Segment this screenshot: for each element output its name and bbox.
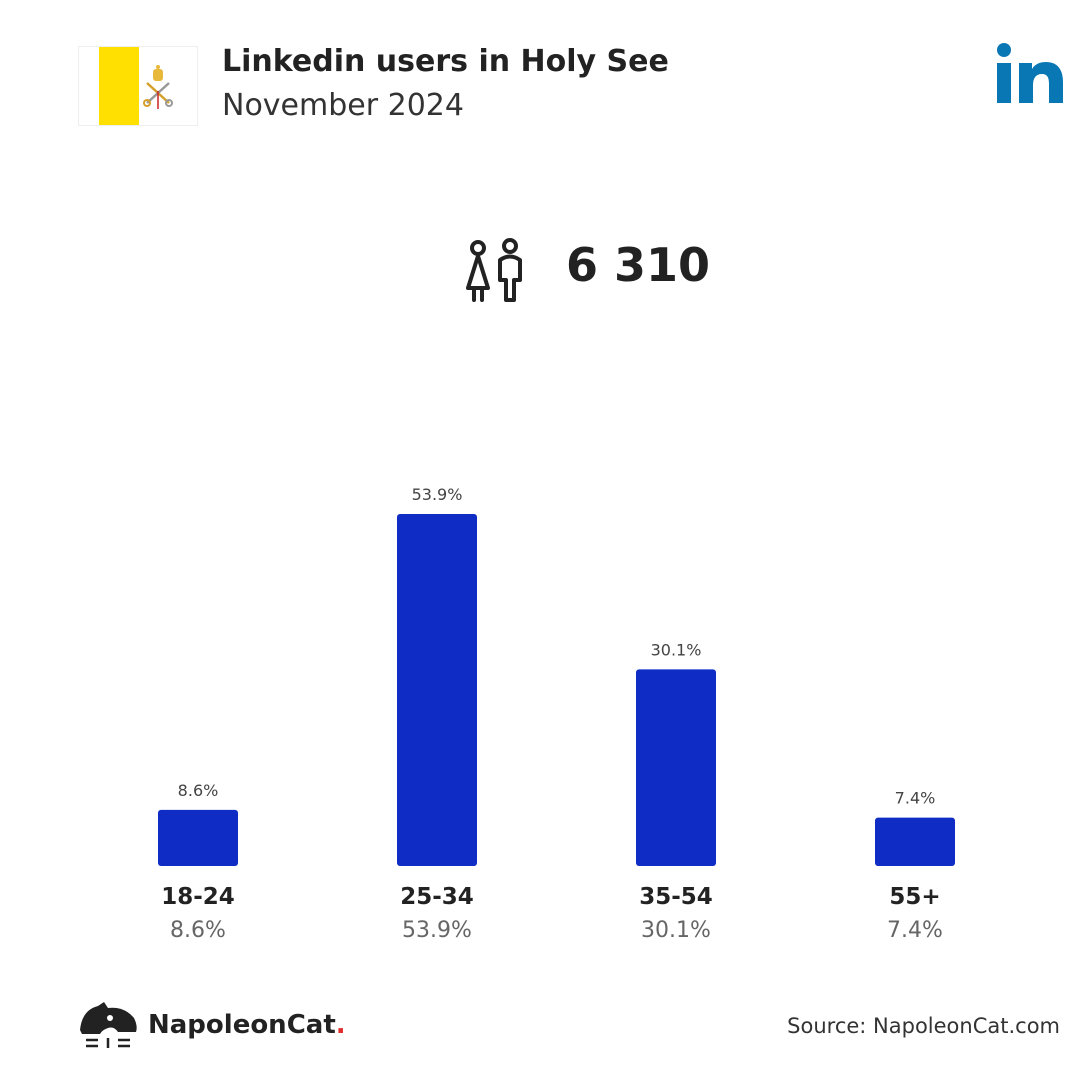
source-credit: Source: NapoleonCat.com: [787, 1014, 1060, 1038]
category-label-55-plus: 55+: [889, 884, 941, 910]
category-percent-35-54: 30.1%: [641, 918, 711, 943]
napoleoncat-wordmark: NapoleonCat.: [148, 1010, 346, 1040]
category-percent-55-plus: 7.4%: [887, 918, 943, 943]
keys-and-tiara-emblem: [143, 65, 173, 109]
bar-35-54: [636, 669, 716, 866]
bar-value-label-25-34: 53.9%: [412, 485, 463, 504]
category-percent-18-24: 8.6%: [170, 918, 226, 943]
holy-see-flag: [78, 46, 198, 126]
bar-value-label-55-plus: 7.4%: [895, 789, 936, 808]
bar-25-34: [397, 514, 477, 866]
bar-18-24: [158, 809, 238, 866]
users-icon: [460, 236, 530, 310]
brand-name: NapoleonCat: [148, 1010, 336, 1040]
bar-value-label-18-24: 8.6%: [178, 781, 219, 800]
category-label-25-34: 25-34: [400, 884, 474, 910]
page-title: Linkedin users in Holy See: [222, 44, 669, 79]
category-label-35-54: 35-54: [639, 884, 713, 910]
category-percent-25-34: 53.9%: [402, 918, 472, 943]
brand-dot: .: [335, 1010, 346, 1040]
linkedin-icon: [996, 42, 1064, 108]
total-users-value: 6 310: [566, 238, 711, 292]
napoleoncat-logo-icon: [78, 1000, 140, 1056]
page-subtitle: November 2024: [222, 88, 464, 123]
bar-value-label-35-54: 30.1%: [651, 640, 702, 659]
category-label-18-24: 18-24: [161, 884, 235, 910]
bar-55-plus: [875, 817, 955, 866]
